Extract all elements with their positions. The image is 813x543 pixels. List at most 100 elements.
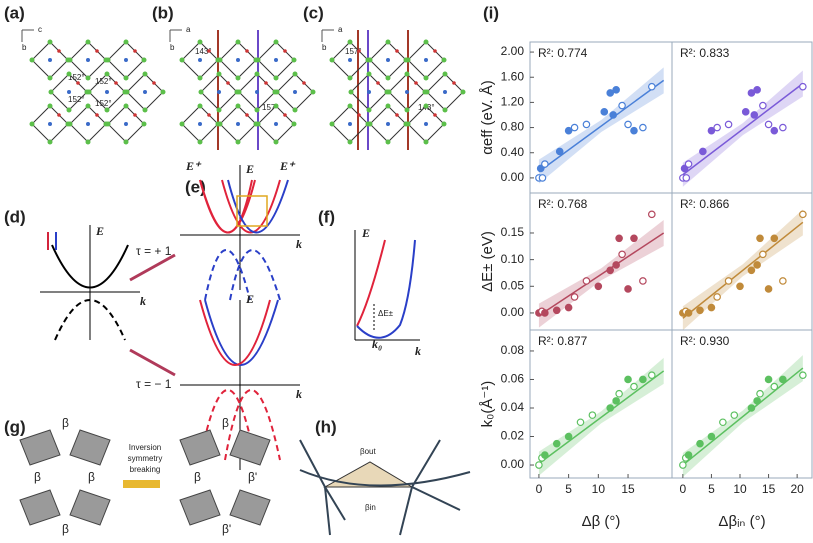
axis-letter: a bbox=[338, 25, 343, 34]
point bbox=[759, 101, 767, 110]
point bbox=[779, 123, 787, 132]
atom bbox=[433, 49, 437, 53]
y-tick-label: 1.20 bbox=[501, 95, 525, 109]
fit-line bbox=[682, 367, 804, 466]
angle: 152° bbox=[68, 73, 85, 82]
axis-label: E bbox=[361, 226, 370, 240]
molecule bbox=[348, 58, 352, 62]
y-tick-label: 0.10 bbox=[501, 252, 525, 266]
atom bbox=[254, 107, 260, 113]
atom bbox=[57, 49, 61, 53]
point bbox=[707, 126, 716, 135]
molecule bbox=[124, 122, 128, 126]
molecule bbox=[217, 90, 221, 94]
atom bbox=[273, 75, 279, 81]
molecule bbox=[405, 90, 409, 94]
point bbox=[747, 404, 756, 412]
band bbox=[199, 299, 271, 366]
point bbox=[647, 371, 656, 379]
molecule bbox=[274, 58, 278, 62]
point bbox=[684, 309, 693, 317]
atom bbox=[67, 121, 73, 127]
atom bbox=[198, 89, 204, 95]
arrow-text: Inversion bbox=[129, 443, 161, 452]
annotation: R²: 0.930 bbox=[680, 334, 730, 348]
annotation: R²: 0.866 bbox=[680, 197, 730, 211]
point bbox=[764, 375, 773, 384]
charts: 0.00 0.40 0.80 1.20 1.60 2.00 R²: 0.774 αeff (e… bbox=[479, 41, 813, 530]
atom bbox=[357, 49, 361, 53]
axis-letter: b bbox=[22, 43, 27, 52]
atom bbox=[236, 89, 242, 95]
point bbox=[747, 266, 756, 275]
x-tick-label: 20 bbox=[790, 482, 804, 496]
beta: β bbox=[222, 416, 229, 430]
atom bbox=[47, 75, 53, 81]
point bbox=[564, 126, 573, 135]
angle: 157° bbox=[262, 103, 279, 112]
y-tick-label: 0.06 bbox=[501, 372, 525, 386]
x-axis-label: Δβ (°) bbox=[582, 513, 621, 530]
point bbox=[639, 375, 647, 384]
band bbox=[227, 179, 289, 234]
panel-label: (h) bbox=[315, 417, 337, 436]
band bbox=[356, 239, 416, 339]
atom bbox=[441, 121, 447, 127]
angle: 152° bbox=[95, 77, 112, 86]
atom bbox=[255, 121, 261, 127]
atom bbox=[347, 103, 353, 109]
y-tick-label: 0.05 bbox=[501, 278, 525, 292]
atom bbox=[385, 103, 391, 109]
fit-line bbox=[538, 370, 665, 465]
atom bbox=[197, 75, 203, 81]
axis-letter: b bbox=[170, 43, 175, 52]
angle: 157° bbox=[345, 47, 362, 56]
atom bbox=[160, 89, 166, 95]
atom bbox=[142, 71, 148, 77]
beta: β bbox=[62, 522, 69, 536]
x-tick-label: 15 bbox=[762, 482, 776, 496]
atom bbox=[86, 89, 92, 95]
atom bbox=[95, 49, 99, 53]
molecule bbox=[124, 58, 128, 62]
beta: β bbox=[62, 416, 69, 430]
point bbox=[606, 266, 615, 275]
band bbox=[54, 299, 126, 341]
beta: β bbox=[194, 470, 201, 484]
atom bbox=[85, 75, 91, 81]
point bbox=[770, 126, 779, 135]
molecule bbox=[67, 90, 71, 94]
point bbox=[612, 86, 620, 94]
atom bbox=[452, 81, 456, 85]
point bbox=[747, 89, 756, 97]
atom bbox=[433, 113, 437, 117]
point bbox=[555, 147, 564, 156]
label: k₀ bbox=[372, 337, 382, 351]
point bbox=[684, 160, 693, 168]
y-tick-label: 0.15 bbox=[501, 225, 525, 239]
atom bbox=[292, 107, 298, 113]
atom bbox=[347, 75, 353, 81]
atom bbox=[123, 39, 129, 45]
y-tick-label: 0.00 bbox=[501, 170, 525, 184]
point bbox=[588, 411, 597, 419]
panel-label: (i) bbox=[483, 3, 499, 22]
point bbox=[707, 432, 716, 441]
point bbox=[696, 306, 704, 315]
atom bbox=[347, 39, 353, 45]
panel-label: (g) bbox=[4, 417, 26, 436]
label: E⁺ bbox=[279, 159, 296, 173]
atom bbox=[385, 139, 391, 145]
point bbox=[756, 389, 764, 398]
beta: β' bbox=[248, 470, 257, 484]
atom bbox=[385, 75, 391, 81]
atom bbox=[76, 81, 80, 85]
y-axis-label: αeff (eV. Å) bbox=[479, 80, 496, 155]
point bbox=[750, 111, 759, 119]
atom bbox=[95, 113, 99, 117]
point bbox=[713, 293, 721, 301]
arrow bbox=[129, 253, 176, 377]
y-tick-label: 0.40 bbox=[501, 145, 525, 159]
point bbox=[741, 108, 750, 116]
panel-label: (b) bbox=[152, 3, 174, 22]
